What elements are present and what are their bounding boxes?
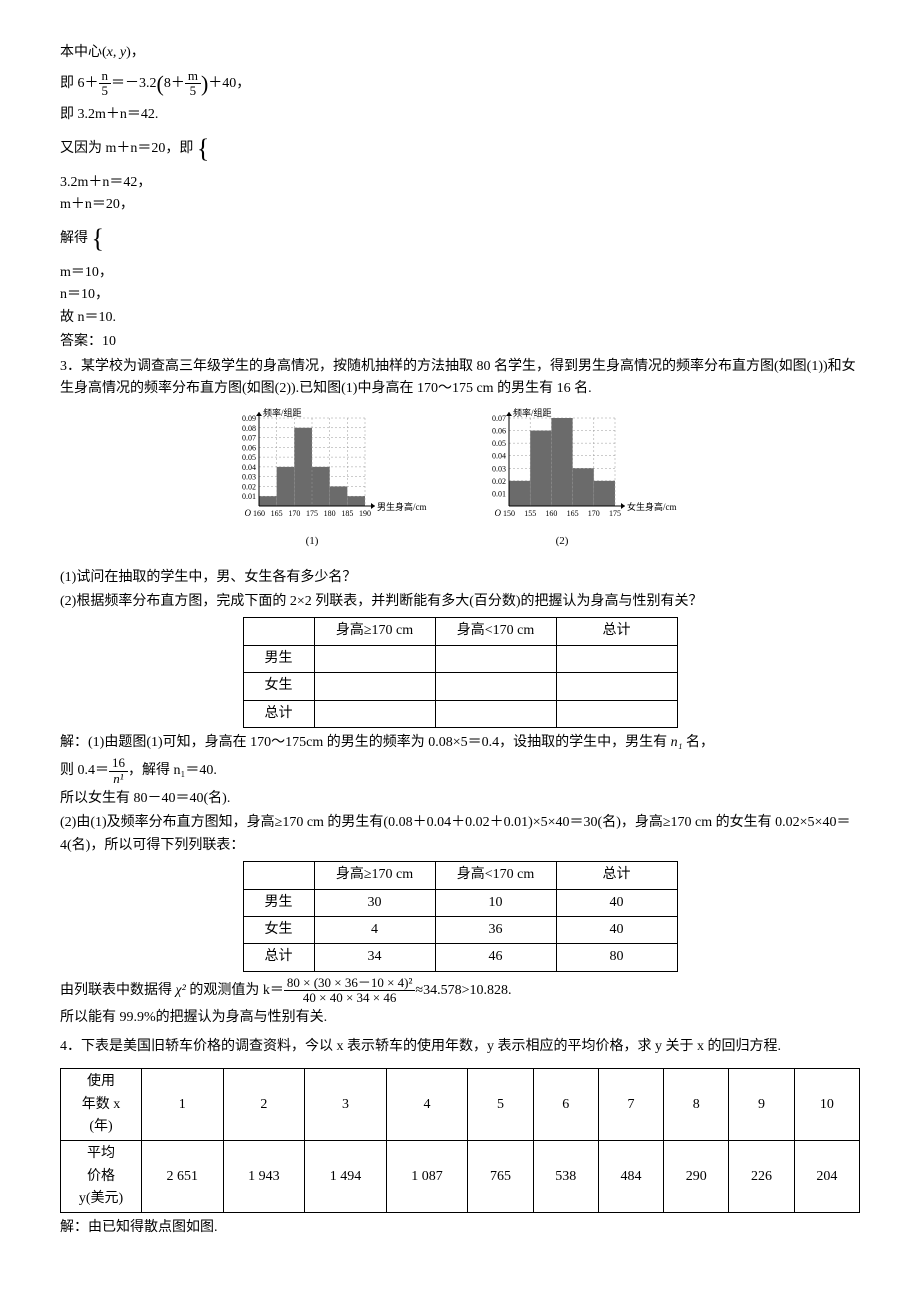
solution-text: 所以女生有 80－40＝40(名). [60,788,860,810]
svg-text:0.01: 0.01 [492,490,506,499]
svg-text:0.05: 0.05 [242,453,256,462]
svg-text:0.02: 0.02 [242,483,256,492]
q3-sub1: (1)试问在抽取的学生中，男、女生各有多少名？ [60,567,860,589]
svg-text:0.06: 0.06 [492,427,506,436]
histogram-2: 0.01 0.02 0.03 0.04 0.05 0.06 0.07 150 155 160 165… [475,406,695,560]
svg-text:0.07: 0.07 [492,414,506,423]
svg-text:0.03: 0.03 [492,465,506,474]
question-3: 3．某学校为调查高三年级学生的身高情况，按随机抽样的方法抽取 80 名学生，得到… [60,356,860,401]
svg-text:0.01: 0.01 [242,493,256,502]
text: 名， [683,735,715,750]
svg-text:0.04: 0.04 [492,452,506,461]
svg-text:0.02: 0.02 [492,477,506,486]
text: 故 n＝10. [60,310,116,325]
car-price-table: 使用年数 x(年)12345678910平均价格y(美元)2 6511 9431… [60,1068,860,1213]
fraction: m5 [185,69,201,99]
svg-text:女生身高/cm: 女生身高/cm [627,501,677,512]
svg-text:0.08: 0.08 [242,424,256,433]
svg-text:(2): (2) [556,535,569,547]
equation-line: 即 6＋n5＝－3.2(8＋m5)＋40， [60,66,860,101]
svg-text:(1): (1) [306,535,319,547]
text: ，解得 n₁＝40. [128,763,217,778]
svg-text:0.07: 0.07 [242,434,256,443]
equation-line: 即 3.2m＋n＝42. [60,104,860,126]
svg-text:175: 175 [306,509,318,518]
svg-text:160: 160 [545,509,557,518]
equation-line: 又因为 m＋n＝20，即 { [60,128,860,170]
brace-system: { [92,218,110,260]
solution-text: 则 0.4＝16n¹，解得 n₁＝40. [60,756,860,786]
text: 解得 [60,231,88,246]
svg-text:O: O [495,508,502,518]
text: ＝－3.2 [111,76,157,91]
equation-line: 解得 { [60,218,860,260]
svg-text:男生身高/cm: 男生身高/cm [377,501,427,512]
svg-text:150: 150 [503,509,515,518]
solution-text: 解：由已知得散点图如图. [60,1217,860,1239]
svg-text:频率/组距: 频率/组距 [513,407,552,418]
svg-text:0.05: 0.05 [492,439,506,448]
solution-text: 所以能有 99.9%的把握认为身高与性别有关. [60,1007,860,1029]
svg-text:频率/组距: 频率/组距 [263,407,302,418]
svg-text:160: 160 [253,509,265,518]
fraction: 80 × (30 × 36－10 × 4)²40 × 40 × 34 × 46 [284,976,416,1006]
fraction: n5 [99,69,112,99]
svg-text:165: 165 [271,509,283,518]
svg-text:190: 190 [359,509,371,518]
solution-text: (2)由(1)及频率分布直方图知，身高≥170 cm 的男生有(0.08＋0.0… [60,812,860,857]
text: 本中心( [60,45,107,60]
svg-text:O: O [245,508,252,518]
chi-square: χ² [176,983,186,998]
chi-square-line: 由列联表中数据得 χ² 的观测值为 k＝80 × (30 × 36－10 × 4… [60,976,860,1006]
text: 则 0.4＝ [60,763,109,778]
solution-text: 解：(1)由题图(1)可知，身高在 170～175cm 的男生的频率为 0.08… [60,732,860,754]
var: n₁ [671,735,683,750]
svg-text:0.04: 0.04 [242,463,256,472]
q3-sub2: (2)根据频率分布直方图，完成下面的 2×2 列联表，并判断能有多大(百分数)的… [60,591,860,613]
svg-text:0.06: 0.06 [242,444,256,453]
text: 的观测值为 k＝ [186,983,284,998]
svg-text:170: 170 [588,509,600,518]
text: 解：(1)由题图(1)可知，身高在 170～175cm 的男生的频率为 0.08… [60,735,671,750]
contingency-table-filled: 身高≥170 cm身高<170 cm总计男生301040女生43640总计344… [243,861,678,972]
histogram-pair: 0.010.020.030.040.050.060.070.080.091601… [60,406,860,560]
text: ≈34.578>10.828. [415,983,511,998]
contingency-table-empty: 身高≥170 cm身高<170 cm总计男生女生总计 [243,617,678,728]
question-4: 4．下表是美国旧轿车价格的调查资料，今以 x 表示轿车的使用年数，y 表示相应的… [60,1036,860,1058]
text: 即 6＋ [60,76,99,91]
svg-text:185: 185 [341,509,353,518]
fraction: 16n¹ [109,756,128,786]
text: )， [126,45,145,60]
lparen: ( [157,71,164,96]
svg-text:0.03: 0.03 [242,473,256,482]
svg-text:180: 180 [324,509,336,518]
svg-text:165: 165 [567,509,579,518]
svg-text:155: 155 [524,509,536,518]
text: 8＋ [164,76,185,91]
text: ＋40， [208,76,250,91]
var-xy: x, y [107,45,126,60]
brace-system: { [197,128,215,170]
svg-text:0.09: 0.09 [242,414,256,423]
svg-text:175: 175 [609,509,621,518]
text: 又因为 m＋n＝20，即 [60,141,193,156]
text-line: 本中心(x, y)， [60,42,860,64]
answer-line: 答案：10 [60,331,860,353]
histogram-1: 0.010.020.030.040.050.060.070.080.09 160 1… [225,406,445,560]
svg-text:170: 170 [288,509,300,518]
text: 由列联表中数据得 [60,983,176,998]
